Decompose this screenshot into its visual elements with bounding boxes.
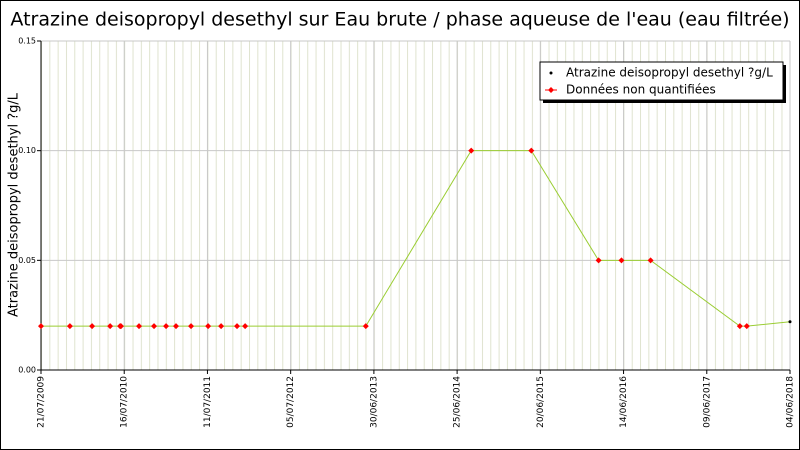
point [595,257,602,264]
point [89,323,96,330]
point [107,323,114,330]
legend-label: Données non quantifiées [566,83,716,97]
point [218,323,225,330]
x-tick-label: 05/07/2012 [286,376,296,428]
point [117,323,124,330]
y-tick-label: 0.15 [18,37,36,46]
x-tick-label: 04/06/2018 [786,376,796,428]
point [163,323,170,330]
point [736,323,743,330]
legend-label: Atrazine deisopropyl desethyl ?g/L [566,66,773,80]
y-tick-label: 0.10 [18,146,36,155]
point [136,323,143,330]
point [528,147,535,154]
x-tick-label: 30/06/2013 [369,376,379,428]
point [647,257,654,264]
point [151,323,158,330]
point [743,323,750,330]
x-tick-label: 11/07/2011 [203,376,213,428]
x-tick-label: 25/06/2014 [453,376,463,428]
point [234,323,241,330]
x-tick-label: 09/06/2017 [702,376,712,428]
point [362,323,369,330]
point [242,323,249,330]
y-axis-label: Atrazine deisopropyl desethyl ?g/L [7,92,22,317]
point [468,147,475,154]
y-tick-label: 0.05 [18,256,36,265]
point [788,320,792,324]
point [205,323,212,330]
legend-marker [548,87,554,93]
legend [539,61,784,101]
x-tick-label: 14/06/2016 [619,376,629,428]
chart-title: Atrazine deisopropyl desethyl sur Eau br… [10,9,789,31]
point [618,257,625,264]
point [66,323,73,330]
x-tick-label: 20/06/2015 [536,376,546,428]
x-tick-label: 21/07/2009 [37,376,47,428]
point [173,323,180,330]
point [38,323,44,330]
x-tick-label: 16/07/2010 [120,376,130,428]
y-tick-label: 0.00 [18,366,36,375]
point [188,323,195,330]
legend-marker [549,71,553,75]
